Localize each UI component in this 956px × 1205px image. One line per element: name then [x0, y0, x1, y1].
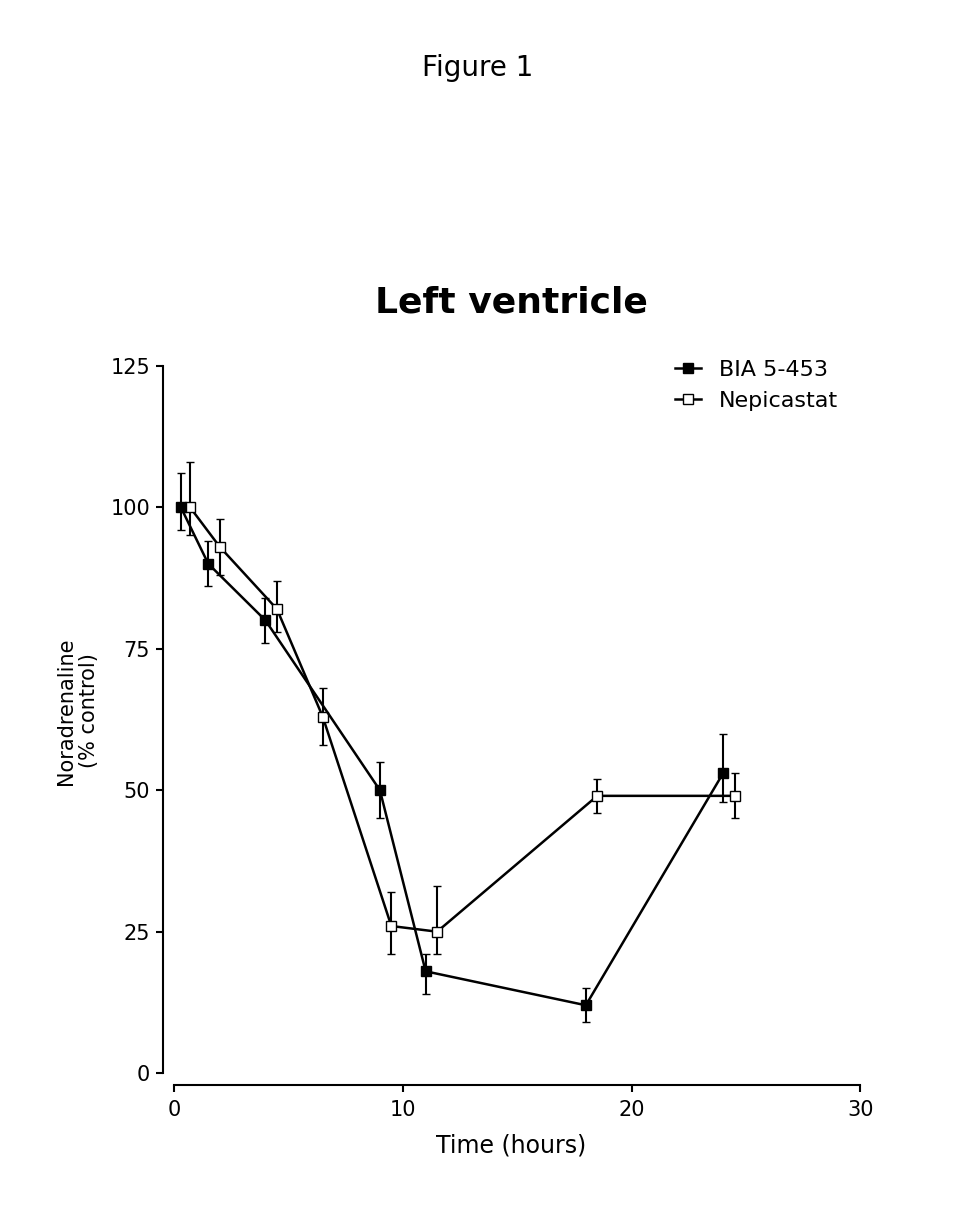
Title: Left ventricle: Left ventricle: [375, 286, 648, 319]
Legend: BIA 5-453, Nepicastat: BIA 5-453, Nepicastat: [663, 348, 849, 422]
Text: Figure 1: Figure 1: [423, 54, 533, 82]
Y-axis label: Noradrenaline
(% control): Noradrenaline (% control): [56, 637, 99, 784]
X-axis label: Time (hours): Time (hours): [436, 1134, 587, 1158]
